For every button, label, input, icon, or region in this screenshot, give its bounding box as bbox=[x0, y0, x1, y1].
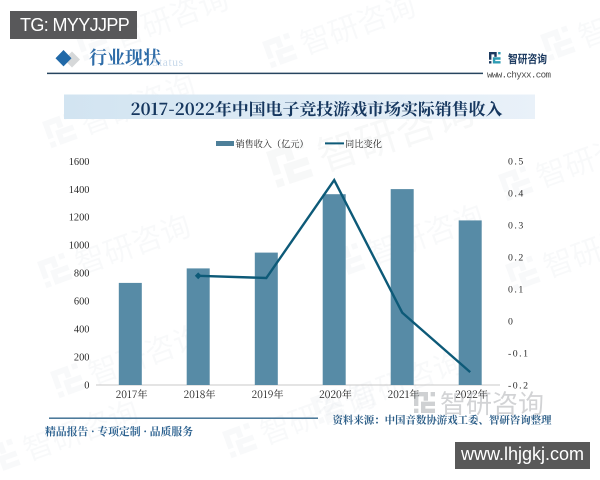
svg-text:Status: Status bbox=[152, 57, 184, 69]
svg-text:0.2: 0.2 bbox=[508, 253, 525, 264]
svg-text:0.4: 0.4 bbox=[508, 189, 525, 200]
svg-text:400: 400 bbox=[74, 325, 90, 336]
svg-text:1000: 1000 bbox=[69, 241, 90, 252]
svg-text:0.5: 0.5 bbox=[508, 157, 525, 168]
svg-text:1400: 1400 bbox=[69, 185, 90, 196]
svg-text:0.1: 0.1 bbox=[508, 285, 525, 296]
svg-text:1600: 1600 bbox=[69, 157, 90, 168]
svg-text:www.chyxx.com: www.chyxx.com bbox=[487, 70, 551, 81]
svg-text:1200: 1200 bbox=[69, 213, 90, 224]
svg-text:-0.2: -0.2 bbox=[508, 380, 530, 391]
svg-text:0: 0 bbox=[508, 316, 514, 327]
svg-text:600: 600 bbox=[74, 297, 90, 308]
svg-text:-0.1: -0.1 bbox=[508, 348, 530, 359]
svg-text:0.3: 0.3 bbox=[508, 221, 525, 232]
svg-text:800: 800 bbox=[74, 269, 90, 280]
svg-text:200: 200 bbox=[74, 352, 90, 363]
svg-text:0: 0 bbox=[84, 380, 89, 391]
